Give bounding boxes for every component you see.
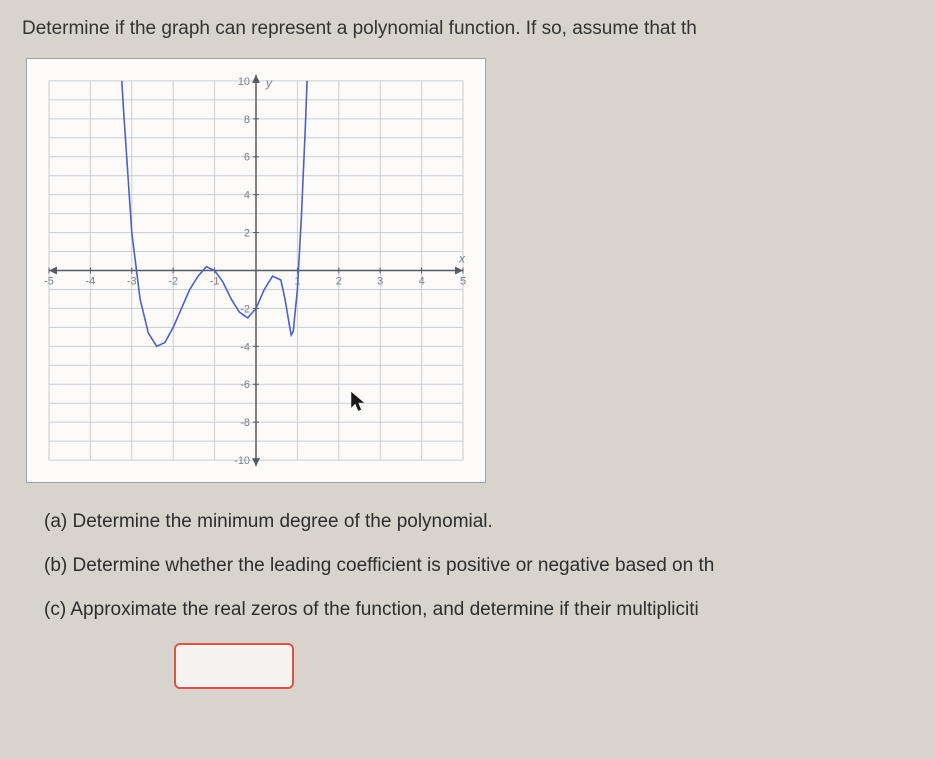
svg-text:-4: -4 (240, 341, 250, 353)
svg-text:-1: -1 (210, 275, 220, 287)
question-list: (a) Determine the minimum degree of the … (44, 511, 935, 689)
svg-text:-6: -6 (240, 379, 250, 391)
graph-svg: -5-4-3-2-112345108642-2-4-6-8-10yx (27, 59, 485, 482)
svg-text:4: 4 (419, 275, 425, 287)
svg-text:2: 2 (336, 275, 342, 287)
svg-text:-8: -8 (240, 417, 250, 429)
svg-text:2: 2 (244, 228, 250, 240)
svg-text:6: 6 (244, 152, 250, 164)
question-a: (a) Determine the minimum degree of the … (44, 511, 935, 533)
question-c: (c) Approximate the real zeros of the fu… (44, 599, 935, 621)
svg-text:y: y (265, 76, 273, 90)
svg-text:4: 4 (244, 190, 250, 202)
svg-text:5: 5 (460, 275, 466, 287)
svg-text:8: 8 (244, 114, 250, 126)
svg-text:10: 10 (238, 76, 250, 88)
answer-input-box[interactable] (174, 643, 294, 689)
svg-text:x: x (458, 252, 466, 266)
svg-text:-2: -2 (168, 275, 178, 287)
polynomial-graph: -5-4-3-2-112345108642-2-4-6-8-10yx (26, 58, 486, 483)
svg-text:3: 3 (377, 275, 383, 287)
svg-text:-10: -10 (234, 455, 250, 467)
question-b: (b) Determine whether the leading coeffi… (44, 555, 935, 577)
svg-text:-4: -4 (86, 275, 96, 287)
svg-text:-3: -3 (127, 275, 137, 287)
svg-text:-5: -5 (44, 275, 54, 287)
prompt-text: Determine if the graph can represent a p… (22, 18, 935, 40)
